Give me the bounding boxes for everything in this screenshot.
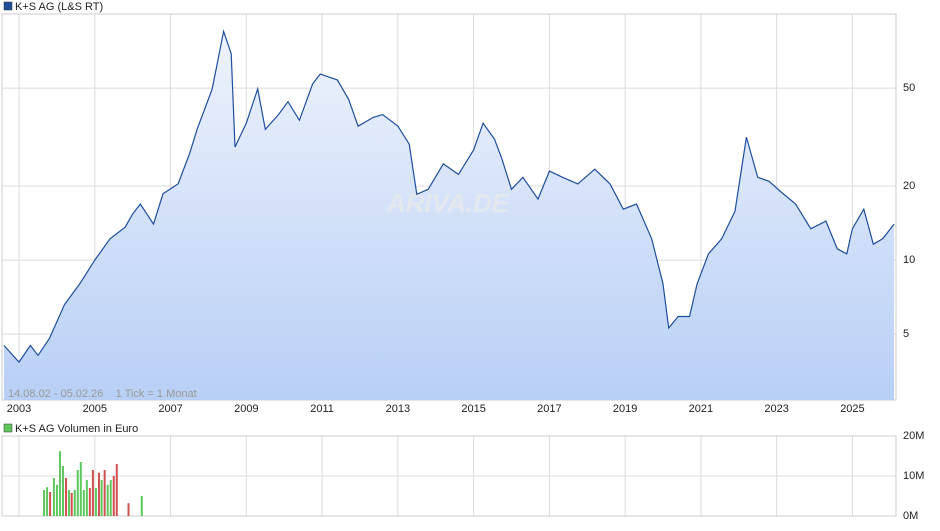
y-tick-label: 20M [903, 430, 924, 442]
x-tick-label: 2019 [613, 403, 637, 415]
volume-bar [112, 476, 115, 516]
x-tick-label: 2017 [537, 403, 561, 415]
x-tick-label: 2015 [461, 403, 485, 415]
volume-panel [1, 435, 897, 517]
volume-bar [49, 492, 52, 516]
volume-bar [94, 488, 97, 516]
volume-bar [115, 464, 118, 516]
price-line [3, 29, 895, 364]
volume-bar [109, 480, 112, 516]
volume-bar [91, 470, 94, 516]
y-tick-label: 10 [903, 254, 915, 266]
volume-bar [73, 490, 76, 516]
volume-bar [97, 472, 100, 516]
x-tick-label: 2013 [386, 403, 410, 415]
legend-label: K+S AG Volumen in Euro [15, 423, 138, 435]
volume-bar [85, 480, 88, 516]
volume-bar [103, 470, 106, 516]
volume-bar [52, 478, 55, 516]
y-tick-label: 50 [903, 82, 915, 94]
x-tick-label: 2023 [764, 403, 788, 415]
y-tick-label: 20 [903, 180, 915, 192]
volume-bar [82, 490, 85, 516]
volume-bar [43, 490, 46, 516]
range-note: 14.08.02 - 05.02.26 1 Tick = 1 Monat [8, 388, 197, 400]
x-tick-label: 2003 [7, 403, 31, 415]
x-tick-label: 2025 [840, 403, 864, 415]
volume-bar [68, 490, 71, 516]
legend-swatch [3, 423, 13, 433]
volume-bar [79, 462, 82, 516]
x-tick-label: 2005 [83, 403, 107, 415]
volume-bar [140, 496, 143, 516]
legend-swatch [3, 1, 13, 11]
volume-bar [100, 480, 103, 516]
volume-bar [58, 451, 61, 516]
volume-bar [106, 484, 109, 516]
x-tick-label: 2007 [158, 403, 182, 415]
volume-bar [61, 466, 64, 516]
area-fill [3, 31, 895, 401]
y-tick-label: 10M [903, 470, 924, 482]
volume-bar [70, 492, 73, 516]
volume-bar [65, 478, 68, 516]
volume-bar [88, 488, 91, 516]
volume-bar [127, 503, 130, 516]
volume-bar [76, 470, 79, 516]
volume-bar [55, 484, 58, 516]
x-tick-label: 2011 [310, 403, 334, 415]
volume-bar [46, 487, 49, 516]
y-tick-label: 5 [903, 328, 909, 340]
watermark: ARIVA.DE [386, 188, 510, 218]
legend-label: K+S AG (L&S RT) [15, 1, 103, 13]
y-tick-label: 0M [903, 510, 918, 522]
x-tick-label: 2009 [234, 403, 258, 415]
x-tick-label: 2021 [689, 403, 713, 415]
